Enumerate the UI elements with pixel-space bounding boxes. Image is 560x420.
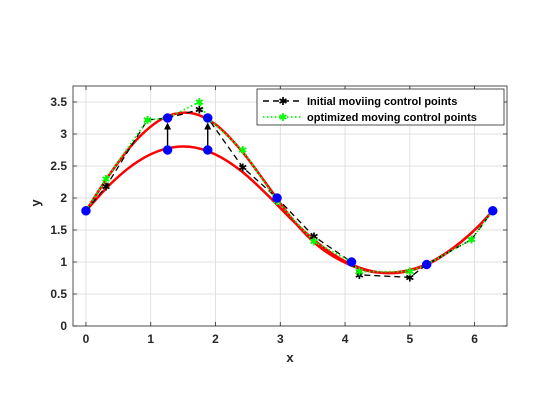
- initial-control-point: ✱: [355, 269, 364, 282]
- blue-point: [162, 145, 173, 155]
- x-tick-label: 0: [83, 332, 90, 346]
- optimized-control-point: ✱: [405, 266, 414, 279]
- blue-point: [421, 259, 432, 270]
- y-tick-label: 1: [60, 255, 67, 269]
- y-tick-label: 2: [60, 191, 67, 205]
- initial-control-point: ✱: [101, 180, 110, 193]
- ticks: 0 1 2 3 4 5 6 0 0.5 1 1.5 2 2.5 3 3.5: [50, 86, 507, 346]
- y-tick-label: 0.5: [50, 287, 67, 301]
- optimized-control-point: ✱: [143, 114, 152, 127]
- x-tick-label: 3: [277, 332, 284, 346]
- optimized-control-point: ✱: [309, 236, 318, 249]
- legend-label-initial: Initial moviing control points: [307, 96, 457, 108]
- initial-control-point: ✱: [238, 161, 247, 174]
- x-tick-label: 1: [147, 332, 154, 346]
- y-tick-label: 2.5: [50, 159, 67, 173]
- legend-marker-optimized: ✱: [278, 111, 287, 124]
- optimized-control-point: ✱: [467, 234, 476, 247]
- x-tick-label: 5: [406, 332, 413, 346]
- y-axis-label: y: [28, 199, 43, 207]
- initial-control-point: ✱: [195, 104, 204, 117]
- blue-point: [81, 206, 91, 216]
- optimized-control-point: ✱: [355, 266, 364, 279]
- blue-point: [346, 257, 357, 267]
- initial-control-point: ✱: [143, 114, 152, 127]
- x-tick-label: 6: [471, 332, 478, 346]
- y-tick-label: 3: [60, 127, 67, 141]
- x-tick-label: 2: [212, 332, 219, 346]
- initial-control-point: ✱: [309, 230, 318, 243]
- y-tick-label: 0: [60, 319, 67, 333]
- y-tick-label: 3.5: [50, 95, 67, 109]
- optimized-control-point: ✱: [101, 173, 110, 186]
- initial-control-point: ✱: [467, 234, 476, 247]
- x-tick-label: 4: [342, 332, 349, 346]
- blue-point: [202, 113, 213, 123]
- plot-area: [73, 86, 507, 326]
- blue-point: [162, 113, 173, 123]
- marks: ✱✱✱✱✱✱✱✱✱✱✱✱✱✱✱✱✱✱✱✱✱✱✱✱✱✱✱✱✱✱: [81, 96, 498, 284]
- optimized-control-point: ✱: [195, 96, 204, 109]
- initial-control-point: ✱: [405, 271, 414, 284]
- blue-point: [487, 206, 498, 216]
- blue-point: [202, 145, 213, 155]
- plot-frame: [72, 85, 508, 327]
- legend-marker-initial: ✱: [278, 95, 287, 108]
- legend-box: [256, 88, 505, 126]
- blue-point: [272, 193, 282, 203]
- y-tick-label: 1.5: [50, 223, 67, 237]
- x-axis-label: x: [286, 350, 294, 365]
- legend-label-optimized: optimized moving control points: [307, 112, 477, 124]
- shift-arrow-head: [164, 122, 172, 130]
- optimized-control-point: ✱: [238, 144, 247, 157]
- legend: ✱ Initial moviing control points ✱ optim…: [256, 88, 505, 126]
- shift-arrow-head: [204, 122, 212, 130]
